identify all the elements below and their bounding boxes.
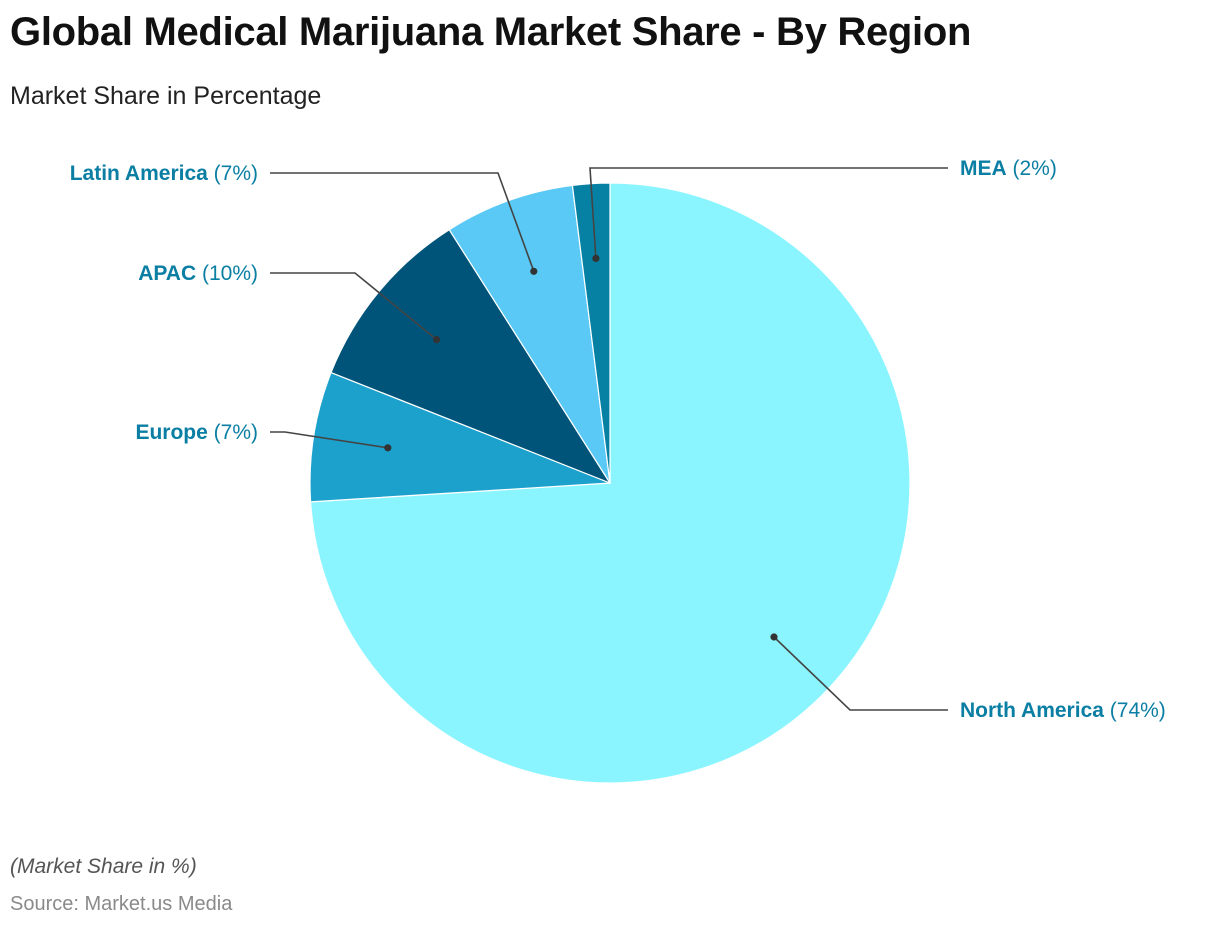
leader-dot-latin-america: [530, 267, 538, 275]
leader-line-mea: [589, 167, 948, 259]
slice-label-value: (7%): [208, 162, 258, 185]
slice-label-latin-america: Latin America (7%): [70, 162, 258, 185]
leader-dot-apac: [433, 336, 441, 344]
slice-label-value: (74%): [1104, 699, 1166, 722]
slice-label-name: APAC: [138, 262, 196, 285]
chart-source: Source: Market.us Media: [10, 893, 233, 915]
slice-label-name: Latin America: [70, 162, 208, 185]
chart-title: Global Medical Marijuana Market Share - …: [10, 10, 972, 54]
slice-label-north-america: North America (74%): [960, 699, 1166, 722]
slice-label-name: North America: [960, 699, 1104, 722]
leader-dot-europe: [384, 444, 392, 452]
leader-line-apac: [270, 272, 438, 341]
leader-dot-north-america: [770, 633, 778, 641]
leader-dot-mea: [592, 254, 600, 262]
leader-line-europe: [270, 431, 388, 449]
slice-label-apac: APAC (10%): [138, 262, 258, 285]
slice-label-value: (7%): [208, 421, 258, 444]
leader-line-north-america: [773, 636, 948, 711]
slice-label-value: (10%): [196, 262, 258, 285]
chart-subtitle: Market Share in Percentage: [10, 82, 322, 110]
leader-line-latin-america: [270, 172, 535, 272]
slice-label-name: Europe: [135, 421, 207, 444]
leader-lines: [270, 167, 948, 711]
slice-label-value: (2%): [1007, 157, 1057, 180]
slice-label-name: MEA: [960, 157, 1007, 180]
slice-label-mea: MEA (2%): [960, 157, 1057, 180]
pie-slices: [309, 182, 911, 784]
chart-footnote: (Market Share in %): [10, 855, 197, 878]
slice-labels: North America (74%) Europe (7%) APAC (10%)…: [70, 157, 1166, 722]
slice-label-europe: Europe (7%): [135, 421, 258, 444]
